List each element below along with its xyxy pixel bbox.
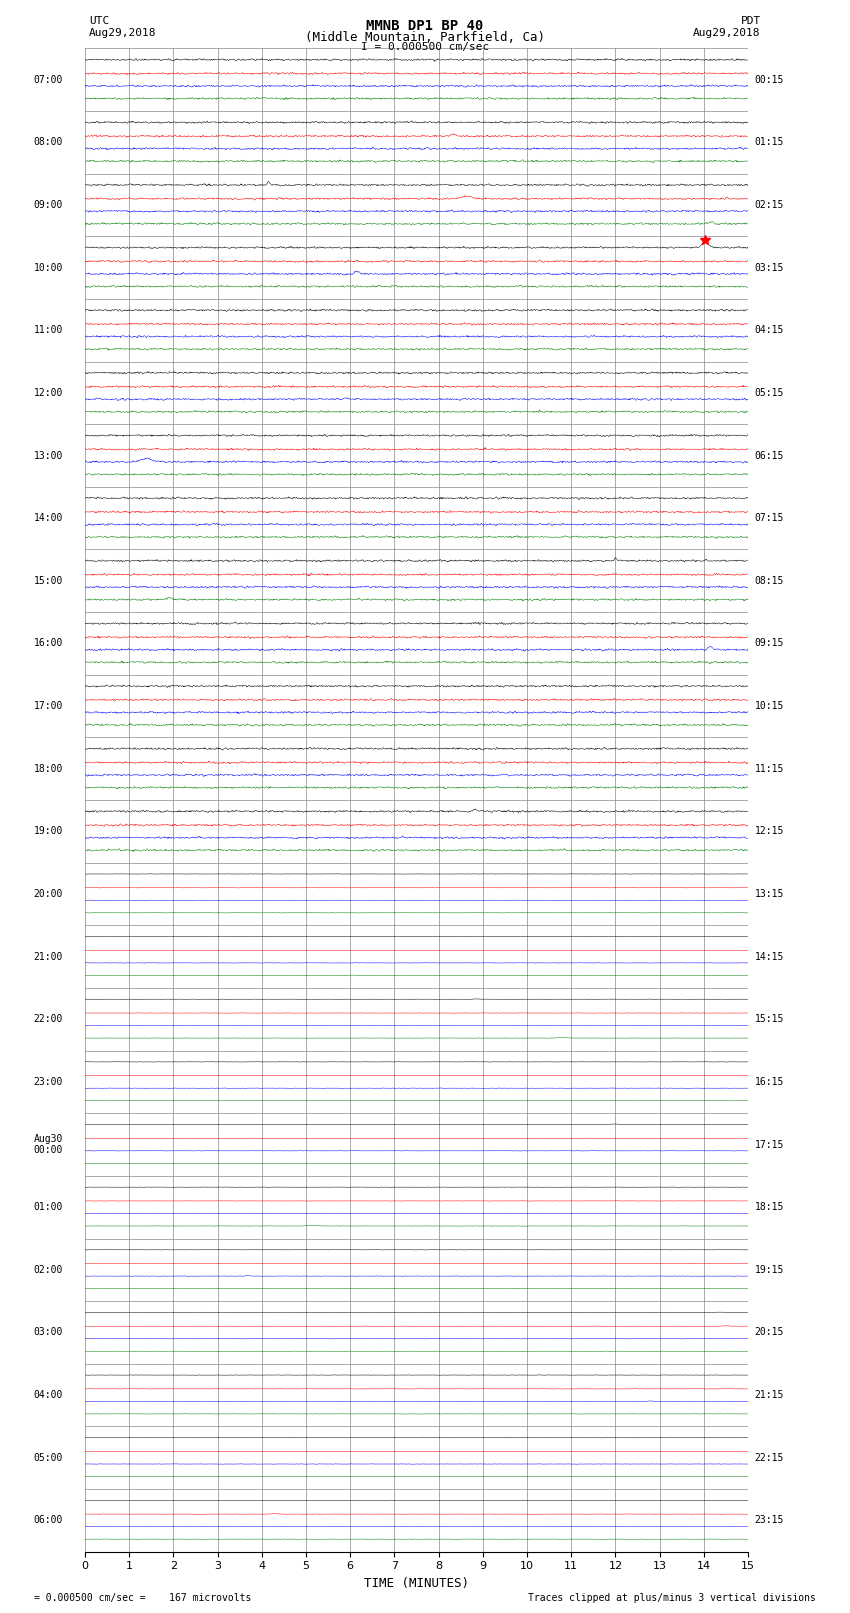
Text: 12:00: 12:00 xyxy=(33,387,63,398)
Text: 05:15: 05:15 xyxy=(755,387,784,398)
Text: 22:15: 22:15 xyxy=(755,1453,784,1463)
Text: 23:00: 23:00 xyxy=(33,1077,63,1087)
Text: 06:15: 06:15 xyxy=(755,450,784,461)
Text: 19:00: 19:00 xyxy=(33,826,63,837)
Text: UTC
Aug29,2018: UTC Aug29,2018 xyxy=(89,16,156,37)
Text: 04:15: 04:15 xyxy=(755,326,784,336)
Text: 15:00: 15:00 xyxy=(33,576,63,586)
Text: 21:15: 21:15 xyxy=(755,1390,784,1400)
Text: (Middle Mountain, Parkfield, Ca): (Middle Mountain, Parkfield, Ca) xyxy=(305,31,545,44)
Text: 15:15: 15:15 xyxy=(755,1015,784,1024)
Text: 20:00: 20:00 xyxy=(33,889,63,898)
Text: 16:15: 16:15 xyxy=(755,1077,784,1087)
Text: 09:00: 09:00 xyxy=(33,200,63,210)
Text: 17:15: 17:15 xyxy=(755,1139,784,1150)
X-axis label: TIME (MINUTES): TIME (MINUTES) xyxy=(364,1578,469,1590)
Text: 10:15: 10:15 xyxy=(755,702,784,711)
Text: Traces clipped at plus/minus 3 vertical divisions: Traces clipped at plus/minus 3 vertical … xyxy=(528,1594,816,1603)
Text: 11:00: 11:00 xyxy=(33,326,63,336)
Text: 01:15: 01:15 xyxy=(755,137,784,147)
Text: = 0.000500 cm/sec =    167 microvolts: = 0.000500 cm/sec = 167 microvolts xyxy=(34,1594,252,1603)
Text: 08:00: 08:00 xyxy=(33,137,63,147)
Text: 22:00: 22:00 xyxy=(33,1015,63,1024)
Text: 23:15: 23:15 xyxy=(755,1515,784,1526)
Text: Aug30
00:00: Aug30 00:00 xyxy=(33,1134,63,1155)
Text: 07:15: 07:15 xyxy=(755,513,784,523)
Text: 10:00: 10:00 xyxy=(33,263,63,273)
Text: 21:00: 21:00 xyxy=(33,952,63,961)
Text: I = 0.000500 cm/sec: I = 0.000500 cm/sec xyxy=(361,42,489,52)
Text: 14:00: 14:00 xyxy=(33,513,63,523)
Text: 04:00: 04:00 xyxy=(33,1390,63,1400)
Text: 02:15: 02:15 xyxy=(755,200,784,210)
Text: 00:15: 00:15 xyxy=(755,74,784,85)
Text: MMNB DP1 BP 40: MMNB DP1 BP 40 xyxy=(366,19,484,34)
Text: 13:15: 13:15 xyxy=(755,889,784,898)
Text: 18:15: 18:15 xyxy=(755,1202,784,1213)
Text: 06:00: 06:00 xyxy=(33,1515,63,1526)
Text: 03:15: 03:15 xyxy=(755,263,784,273)
Text: 14:15: 14:15 xyxy=(755,952,784,961)
Text: 03:00: 03:00 xyxy=(33,1327,63,1337)
Text: 09:15: 09:15 xyxy=(755,639,784,648)
Text: 02:00: 02:00 xyxy=(33,1265,63,1274)
Text: 11:15: 11:15 xyxy=(755,763,784,774)
Text: 13:00: 13:00 xyxy=(33,450,63,461)
Text: 20:15: 20:15 xyxy=(755,1327,784,1337)
Text: 01:00: 01:00 xyxy=(33,1202,63,1213)
Text: 19:15: 19:15 xyxy=(755,1265,784,1274)
Text: 16:00: 16:00 xyxy=(33,639,63,648)
Text: PDT
Aug29,2018: PDT Aug29,2018 xyxy=(694,16,761,37)
Text: 12:15: 12:15 xyxy=(755,826,784,837)
Text: 08:15: 08:15 xyxy=(755,576,784,586)
Text: 05:00: 05:00 xyxy=(33,1453,63,1463)
Text: 17:00: 17:00 xyxy=(33,702,63,711)
Text: 07:00: 07:00 xyxy=(33,74,63,85)
Text: 18:00: 18:00 xyxy=(33,763,63,774)
